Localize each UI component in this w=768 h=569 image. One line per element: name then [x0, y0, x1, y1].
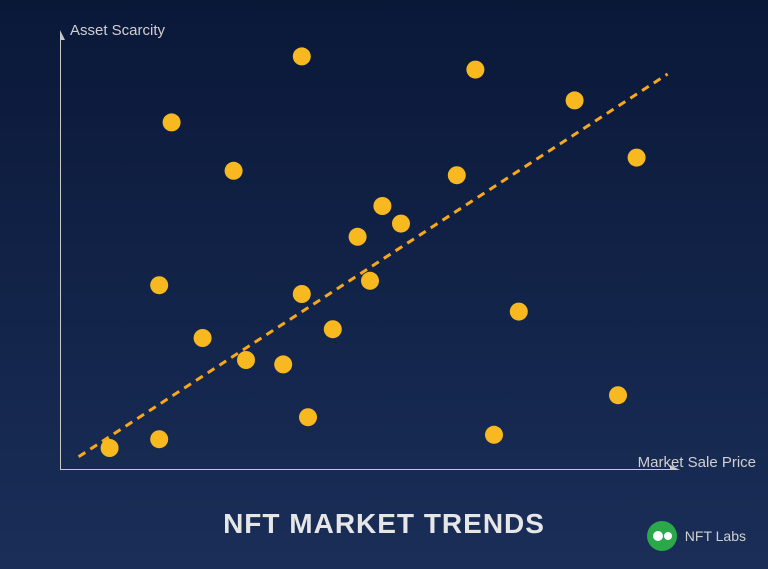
scatter-point [510, 303, 528, 321]
scatter-point [324, 320, 342, 338]
scatter-chart [60, 30, 680, 470]
scatter-point [293, 47, 311, 65]
scatter-point [448, 166, 466, 184]
axes [60, 30, 680, 470]
scatter-point [361, 272, 379, 290]
scatter-point [293, 285, 311, 303]
brand-name: NFT Labs [685, 528, 746, 544]
scatter-point [237, 351, 255, 369]
trend-line [79, 74, 668, 457]
brand-badge: NFT Labs [647, 521, 746, 551]
scatter-point [373, 197, 391, 215]
scatter-point [194, 329, 212, 347]
scatter-point [628, 149, 646, 167]
scatter-point [225, 162, 243, 180]
brand-logo-icon [647, 521, 677, 551]
scatter-point [566, 91, 584, 109]
scatter-point [609, 386, 627, 404]
scatter-point [349, 228, 367, 246]
scatter-point [274, 355, 292, 373]
scatter-points [101, 47, 646, 457]
scatter-point [392, 215, 410, 233]
scatter-point [150, 276, 168, 294]
scatter-point [150, 430, 168, 448]
scatter-point [299, 408, 317, 426]
scatter-point [101, 439, 119, 457]
scatter-point [485, 426, 503, 444]
scatter-point [163, 113, 181, 131]
scatter-point [466, 61, 484, 79]
